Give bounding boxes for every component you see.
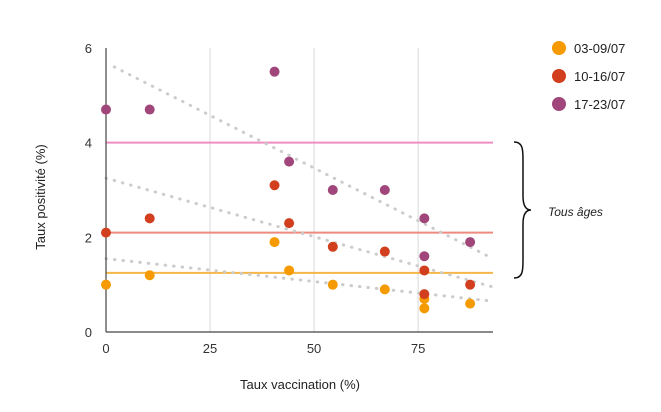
- data-point: [327, 185, 338, 195]
- y-tick-label: 4: [85, 136, 92, 151]
- data-point: [144, 270, 155, 281]
- x-tick-label: 0: [102, 341, 109, 356]
- data-point: [379, 284, 390, 295]
- data-point: [284, 156, 295, 167]
- y-tick-label: 0: [85, 325, 92, 340]
- data-point: [465, 237, 476, 248]
- legend-marker: [552, 69, 566, 83]
- data-point: [101, 104, 111, 115]
- trend-line: [104, 257, 495, 303]
- data-point: [269, 180, 280, 191]
- legend-label: 03-09/07: [574, 41, 625, 56]
- data-point: [269, 237, 280, 248]
- data-point: [269, 66, 280, 77]
- data-point: [379, 185, 390, 195]
- x-axis-title: Taux vaccination (%): [240, 377, 360, 392]
- legend-label: 17-23/07: [574, 97, 625, 112]
- x-tick-label: 75: [411, 341, 425, 356]
- data-point: [465, 298, 476, 309]
- y-tick-label: 6: [85, 41, 92, 56]
- trend-line: [112, 65, 495, 261]
- average-lines: [106, 141, 493, 274]
- data-point: [144, 213, 155, 224]
- data-point: [419, 303, 430, 314]
- data-point: [101, 227, 111, 238]
- data-point: [419, 265, 430, 276]
- y-axis-title: Taux positivité (%): [33, 144, 48, 249]
- data-point: [144, 104, 155, 115]
- data-point: [465, 279, 476, 290]
- brace-label: Tous âges: [548, 205, 603, 219]
- trend-line: [104, 176, 495, 289]
- data-point: [284, 218, 295, 229]
- legend-marker: [552, 41, 566, 55]
- grid: [209, 48, 419, 332]
- axes: 0 25 50 75 0 2 4 6: [85, 41, 493, 356]
- y-tick-label: 2: [85, 230, 92, 245]
- data-point: [327, 241, 338, 252]
- data-point: [284, 265, 295, 276]
- legend-marker: [552, 97, 566, 111]
- data-points: [101, 66, 476, 314]
- legend: 03-09/07 10-16/07 17-23/07: [552, 41, 625, 112]
- data-point: [101, 279, 111, 290]
- legend-label: 10-16/07: [574, 69, 625, 84]
- annotation: Tous âges: [513, 141, 603, 279]
- x-tick-label: 25: [203, 341, 217, 356]
- brace-icon: [513, 141, 532, 279]
- data-point: [327, 279, 338, 290]
- trend-lines: [104, 65, 495, 303]
- data-point: [379, 246, 390, 257]
- data-point: [419, 213, 430, 224]
- x-tick-label: 50: [307, 341, 321, 356]
- data-point: [419, 251, 430, 262]
- data-point: [419, 289, 430, 300]
